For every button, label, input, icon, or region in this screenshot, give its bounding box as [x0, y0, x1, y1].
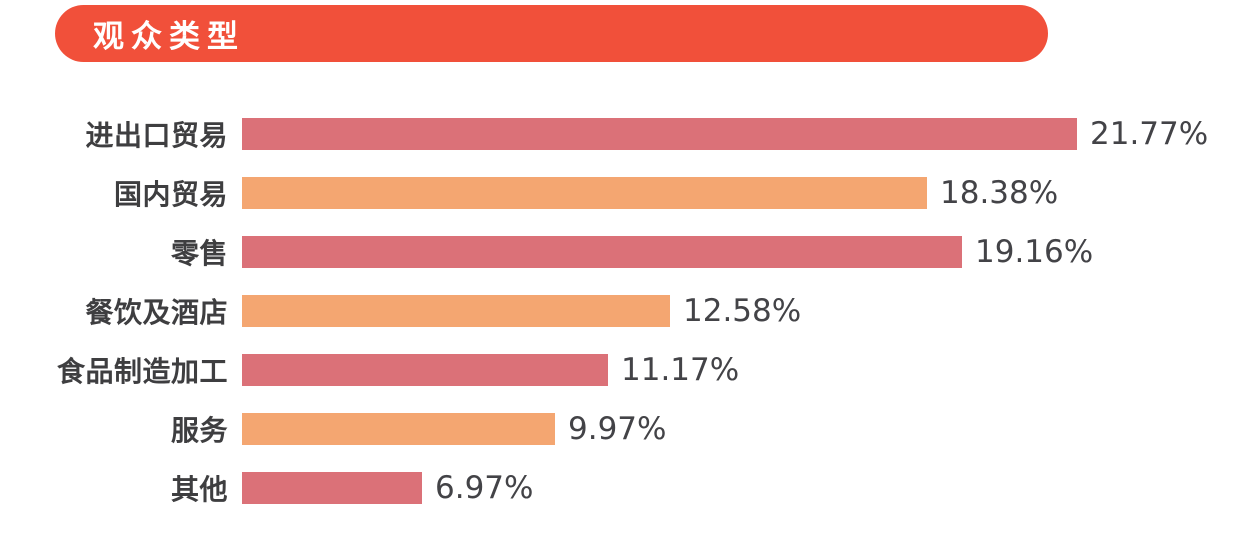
bar-row: 餐饮及酒店 12.58% [0, 281, 1239, 340]
category-label: 其他 [170, 472, 228, 506]
bar [242, 471, 422, 504]
value-label: 19.16% [975, 233, 1094, 270]
bar [242, 117, 1077, 150]
value-label: 11.17% [621, 351, 740, 388]
bar-row: 零售 19.16% [0, 222, 1239, 281]
bar-row: 国内贸易 18.38% [0, 163, 1239, 222]
value-label: 21.77% [1090, 115, 1209, 152]
value-label: 18.38% [940, 174, 1059, 211]
value-label: 6.97% [435, 469, 534, 506]
category-label: 国内贸易 [113, 177, 228, 211]
bar [242, 412, 555, 445]
bar-row: 进出口贸易 21.77% [0, 104, 1239, 163]
category-label: 餐饮及酒店 [85, 295, 228, 329]
page-title: 观众类型 [93, 19, 245, 55]
audience-type-bar-chart: 进出口贸易 21.77% 国内贸易 18.38% 零售 19.16% 餐饮及酒店 12.58%… [0, 104, 1239, 517]
bar [242, 235, 962, 268]
category-label: 零售 [170, 236, 228, 270]
bar [242, 294, 670, 327]
category-label: 服务 [170, 413, 228, 447]
category-label: 进出口贸易 [85, 118, 228, 152]
section-header-banner: 观众类型 [55, 5, 1048, 62]
bar-row: 其他 6.97% [0, 458, 1239, 517]
bar-row: 服务 9.97% [0, 399, 1239, 458]
bar [242, 353, 608, 386]
value-label: 12.58% [683, 292, 802, 329]
value-label: 9.97% [568, 410, 667, 447]
bar [242, 176, 927, 209]
category-label: 食品制造加工 [56, 354, 228, 388]
bar-row: 食品制造加工 11.17% [0, 340, 1239, 399]
